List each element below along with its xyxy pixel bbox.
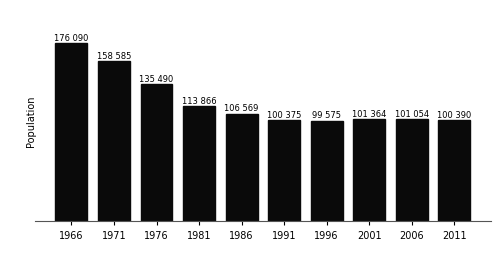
Text: 113 866: 113 866 (182, 97, 216, 105)
Bar (226, 114, 257, 221)
Bar (56, 44, 87, 221)
Text: 135 490: 135 490 (139, 75, 174, 84)
Text: 176 090: 176 090 (54, 34, 89, 43)
Bar (438, 120, 470, 221)
Text: 100 390: 100 390 (437, 110, 472, 119)
Text: 100 375: 100 375 (267, 110, 302, 119)
Y-axis label: Population: Population (26, 95, 36, 146)
Bar (396, 120, 428, 221)
Text: 101 364: 101 364 (352, 109, 386, 118)
Bar (140, 85, 173, 221)
Bar (98, 62, 130, 221)
Bar (311, 121, 343, 221)
Text: 101 054: 101 054 (395, 109, 429, 118)
Bar (353, 119, 385, 221)
Text: 158 585: 158 585 (97, 52, 131, 61)
Text: 106 569: 106 569 (224, 104, 259, 113)
Bar (268, 120, 300, 221)
Text: 99 575: 99 575 (312, 111, 341, 120)
Bar (183, 107, 215, 221)
